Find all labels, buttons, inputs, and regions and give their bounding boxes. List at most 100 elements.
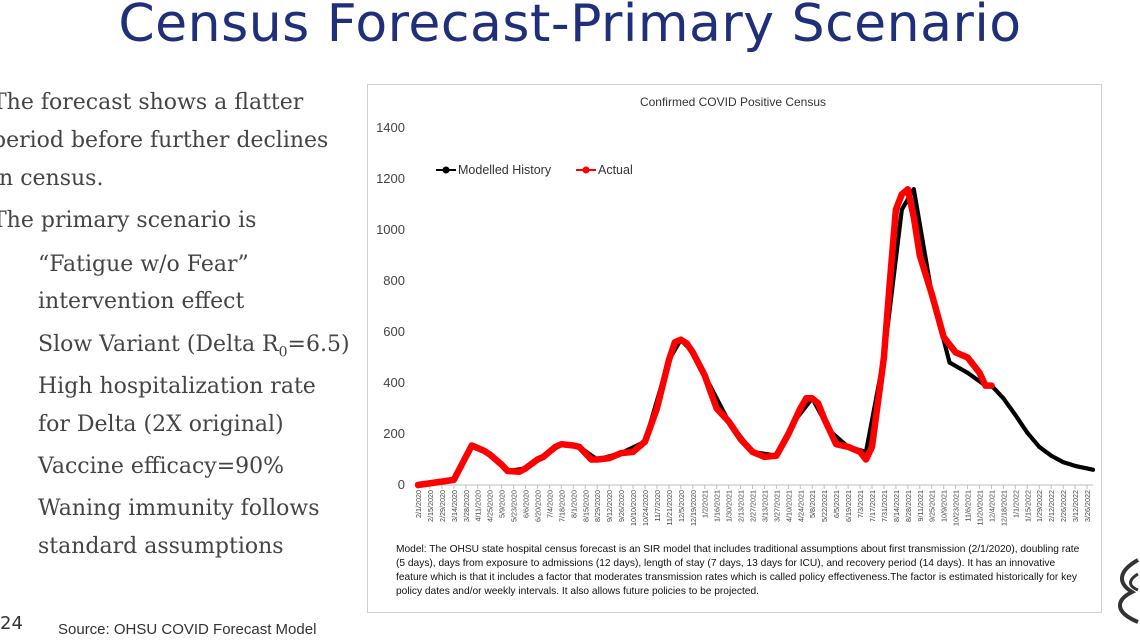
x-tick-label: 1/16/2021 <box>713 490 722 522</box>
sub-bullet-line: for Delta (2X original) <box>38 412 284 437</box>
data-point <box>910 214 917 221</box>
x-tick-label: 5/23/2020 <box>510 490 519 522</box>
data-point <box>1073 463 1078 468</box>
data-point <box>916 252 923 259</box>
data-point <box>677 336 684 343</box>
data-point <box>468 442 475 449</box>
page-title: Census Forecast-Primary Scenario <box>118 0 1022 54</box>
y-tick-label: 0 <box>398 477 405 492</box>
bullet-line: in census. <box>0 166 104 191</box>
data-point <box>713 405 720 412</box>
x-tick-label: 6/5/2021 <box>832 490 841 518</box>
data-point <box>630 448 636 455</box>
data-point <box>486 451 493 458</box>
data-point <box>976 369 983 376</box>
data-point <box>928 290 935 297</box>
legend-swatch-marker <box>582 166 590 174</box>
x-tick-label: 9/26/2020 <box>617 490 626 522</box>
x-tick-label: 3/27/2021 <box>772 490 781 522</box>
legend-label: Actual <box>598 163 633 177</box>
x-tick-label: 1/1/2022 <box>1011 490 1020 518</box>
delta-r-text: Slow Variant (Delta R <box>38 332 279 357</box>
data-point <box>940 334 947 341</box>
x-tick-label: 1/30/2021 <box>725 490 734 522</box>
x-tick-label: 11/21/2020 <box>665 490 674 525</box>
data-point <box>1061 460 1066 465</box>
x-tick-label: 12/19/2020 <box>689 490 698 526</box>
y-tick-label: 1200 <box>376 171 405 186</box>
sub-bullet-line: “Fatigue w/o Fear” <box>38 252 249 277</box>
data-point <box>911 187 916 192</box>
x-tick-label: 10/23/2021 <box>952 490 961 526</box>
x-tick-label: 8/28/2021 <box>904 490 913 522</box>
source-note: Source: OHSU COVID Forecast Model <box>58 621 317 638</box>
y-tick-label: 800 <box>383 273 405 288</box>
data-point <box>761 453 768 460</box>
data-point <box>618 450 625 457</box>
data-point <box>965 370 970 375</box>
data-point <box>833 441 840 448</box>
x-tick-label: 12/18/2021 <box>999 490 1008 526</box>
data-point <box>522 465 529 472</box>
legend-swatch-marker <box>442 166 450 174</box>
x-tick-label: 7/3/2021 <box>856 490 865 518</box>
x-tick-label: 8/14/2021 <box>892 490 901 522</box>
chart-title: Confirmed COVID Positive Census <box>640 95 826 109</box>
data-point <box>1037 444 1042 449</box>
x-tick-label: 2/15/2020 <box>426 490 435 522</box>
sub-bullet-line: Waning immunity follows <box>38 496 320 521</box>
data-point <box>415 482 421 488</box>
data-point <box>570 442 577 449</box>
x-tick-label: 11/20/2021 <box>976 490 985 525</box>
data-point <box>642 438 648 445</box>
data-point <box>803 395 810 402</box>
x-tick-label: 6/20/2020 <box>533 490 542 522</box>
data-point <box>1091 467 1095 472</box>
x-tick-label: 8/29/2020 <box>593 490 602 522</box>
x-tick-label: 9/25/2021 <box>928 490 937 522</box>
x-tick-label: 2/27/2021 <box>749 490 758 522</box>
x-tick-label: 10/10/2020 <box>629 490 638 526</box>
data-point <box>982 382 989 389</box>
x-tick-label: 12/5/2020 <box>677 490 686 522</box>
y-tick-label: 400 <box>383 375 405 390</box>
data-point <box>964 354 971 361</box>
y-tick-label: 200 <box>383 426 405 441</box>
data-point <box>886 278 893 284</box>
data-point <box>504 468 511 474</box>
chart-panel: Confirmed COVID Positive Census 0 200 400 60… <box>367 84 1102 613</box>
data-point <box>725 418 732 425</box>
data-point <box>594 456 601 463</box>
data-point <box>947 360 952 365</box>
delta-r-value: =6.5) <box>287 332 350 357</box>
x-tick-label: 5/22/2021 <box>820 490 829 522</box>
data-point <box>606 455 613 462</box>
model-description: Model: The OHSU state hospital census fo… <box>396 544 1080 597</box>
y-tick-label: 1000 <box>376 222 405 237</box>
data-point <box>815 400 822 407</box>
data-point <box>898 191 905 198</box>
series-line-actual <box>414 185 995 489</box>
data-point <box>773 452 780 459</box>
bullet-line: The primary scenario is <box>0 208 257 233</box>
x-tick-label: 4/10/2021 <box>784 490 793 522</box>
legend-label: Modelled History <box>458 163 552 177</box>
y-tick-label: 1400 <box>376 120 405 135</box>
x-tick-label: 2/29/2020 <box>438 490 447 522</box>
data-point <box>689 349 696 356</box>
data-point <box>785 431 792 437</box>
x-tick-label: 7/31/2021 <box>880 490 889 522</box>
bullet-line: The forecast shows a flatter <box>0 90 304 115</box>
data-point <box>701 372 708 379</box>
y-tick-label: 600 <box>383 324 405 339</box>
bullet-line: period before further declines <box>0 128 329 153</box>
data-point <box>749 448 756 455</box>
data-point <box>845 443 852 450</box>
x-tick-label: 8/1/2020 <box>569 490 578 518</box>
data-point <box>671 339 678 346</box>
x-tick-label: 11/7/2020 <box>653 490 662 521</box>
data-point <box>737 436 744 443</box>
data-point <box>576 443 583 450</box>
x-tick-label: 10/24/2020 <box>641 490 650 526</box>
sub-bullet-delta: Slow Variant (Delta R0=6.5) <box>38 332 350 360</box>
